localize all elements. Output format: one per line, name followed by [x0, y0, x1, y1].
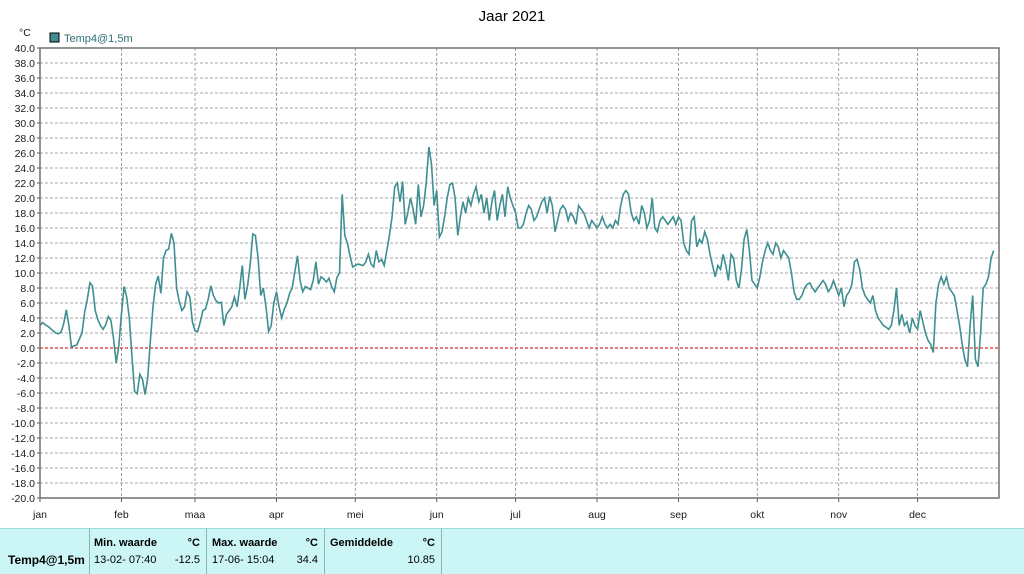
- y-axis-unit: °C: [19, 27, 31, 39]
- min-unit: °C: [187, 537, 200, 549]
- y-tick-label: -4.0: [17, 373, 35, 385]
- max-header: Max. waarde: [212, 537, 278, 549]
- x-tick-label: aug: [588, 509, 606, 521]
- temperature-chart: Jaar 2021 °C Temp4@1,5m 40.0 38.0 36.0 34.0…: [11, 8, 1000, 521]
- y-tick-label: 2.0: [20, 328, 35, 340]
- avg-unit: °C: [422, 537, 435, 549]
- x-tick-label: okt: [750, 509, 764, 521]
- stats-max-column: Max. waarde °C 17-06- 15:04 34.4: [207, 529, 325, 574]
- x-tick-label: dec: [909, 509, 926, 521]
- x-tick-label: nov: [830, 509, 848, 521]
- y-tick-label: 12.0: [15, 253, 36, 265]
- max-value: 34.4: [296, 554, 318, 566]
- y-tick-label: -10.0: [11, 418, 35, 430]
- avg-header: Gemiddelde: [330, 537, 393, 549]
- min-datetime: 13-02- 07:40: [94, 554, 157, 566]
- y-tick-label: -18.0: [11, 478, 35, 490]
- x-tick-label: jul: [509, 509, 521, 521]
- y-tick-label: 30.0: [15, 118, 36, 130]
- y-tick-label: 22.0: [15, 178, 36, 190]
- statistics-panel: Temp4@1,5m Min. waarde °C 13-02- 07:40 -…: [0, 528, 1024, 574]
- avg-value: 10.85: [407, 554, 435, 566]
- chart-title: Jaar 2021: [479, 8, 546, 25]
- x-tick-label: jan: [32, 509, 47, 521]
- max-unit: °C: [305, 537, 318, 549]
- y-tick-label: -2.0: [17, 358, 35, 370]
- x-tick-label: apr: [269, 509, 285, 521]
- grid: [40, 47, 999, 499]
- y-tick-label: -14.0: [11, 448, 35, 460]
- min-header: Min. waarde: [94, 537, 157, 549]
- y-tick-label: -16.0: [11, 463, 35, 475]
- x-tick-label: jun: [429, 509, 444, 521]
- y-tick-label: 20.0: [15, 193, 36, 205]
- stats-avg-column: Gemiddelde °C 10.85: [325, 529, 442, 574]
- plot-border: [39, 47, 1000, 499]
- y-axis-ticks: 40.0 38.0 36.0 34.0 32.0 30.0 28.0 26.0 24.0 22.0…: [11, 43, 40, 505]
- series-line-temp4: [39, 146, 995, 396]
- y-tick-label: 14.0: [15, 238, 36, 250]
- plot-area: [40, 48, 999, 498]
- y-tick-label: 34.0: [15, 88, 36, 100]
- y-tick-label: 6.0: [20, 298, 35, 310]
- x-tick-label: mei: [347, 509, 364, 521]
- y-tick-label: -8.0: [17, 403, 35, 415]
- min-value: -12.5: [174, 554, 200, 566]
- y-tick-label: 24.0: [15, 163, 36, 175]
- stats-min-column: Min. waarde °C 13-02- 07:40 -12.5: [89, 529, 207, 574]
- y-tick-label: -6.0: [17, 388, 35, 400]
- y-tick-label: 16.0: [15, 223, 36, 235]
- y-tick-label: -20.0: [11, 493, 35, 505]
- y-tick-label: 32.0: [15, 103, 36, 115]
- y-tick-label: -12.0: [11, 433, 35, 445]
- y-tick-label: 38.0: [15, 58, 36, 70]
- y-tick-label: 0.0: [20, 343, 35, 355]
- y-tick-label: 4.0: [20, 313, 35, 325]
- y-tick-label: 26.0: [15, 148, 36, 160]
- stats-label-column: [0, 529, 90, 574]
- y-tick-label: 8.0: [20, 283, 35, 295]
- y-tick-label: 10.0: [15, 268, 36, 280]
- y-tick-label: 18.0: [15, 208, 36, 220]
- x-tick-label: sep: [670, 509, 687, 521]
- y-tick-label: 28.0: [15, 133, 36, 145]
- y-tick-label: 40.0: [15, 43, 36, 55]
- legend-swatch: [49, 32, 60, 43]
- x-tick-label: maa: [185, 509, 206, 521]
- y-tick-label: 36.0: [15, 73, 36, 85]
- legend-label: Temp4@1,5m: [64, 33, 133, 45]
- stats-series-label: Temp4@1,5m: [8, 553, 85, 567]
- x-tick-label: feb: [114, 509, 129, 521]
- legend[interactable]: Temp4@1,5m: [49, 32, 133, 45]
- max-datetime: 17-06- 15:04: [212, 554, 275, 566]
- x-axis-ticks: jan feb maa apr mei jun jul aug sep okt nov dec: [32, 498, 926, 521]
